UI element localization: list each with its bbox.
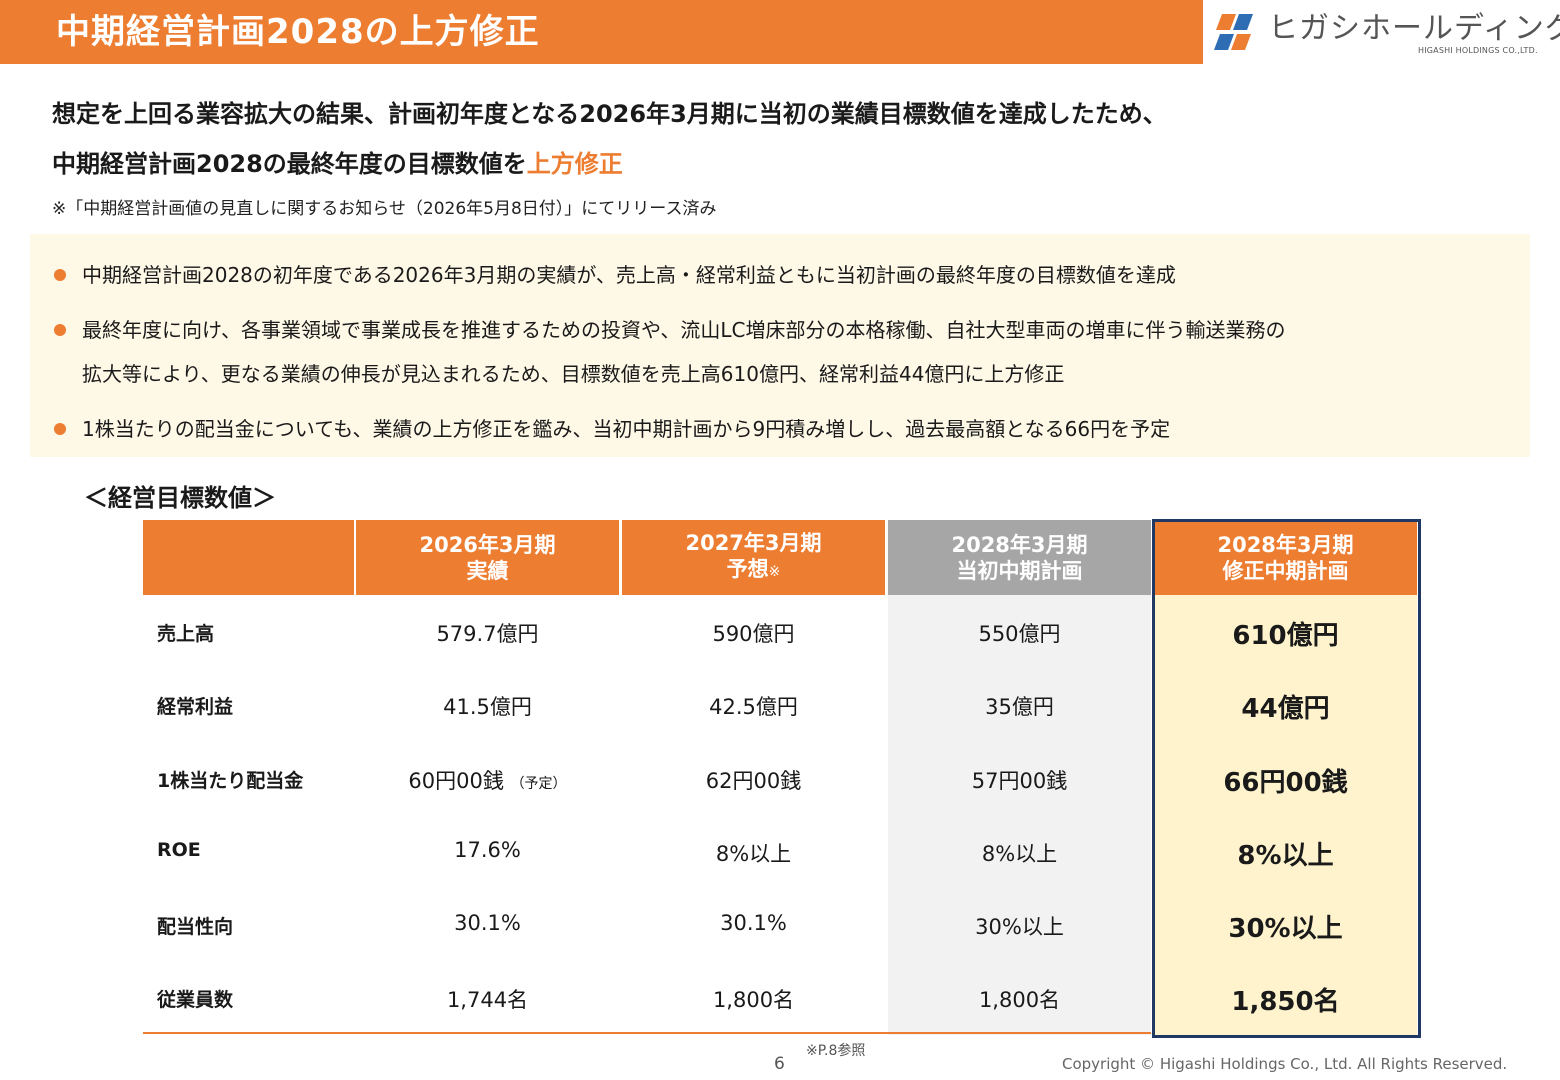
header-col-2: 2027年3月期 予想※ <box>622 520 885 595</box>
cell-value: 41.5億円 <box>443 695 532 719</box>
headline-accent: 上方修正 <box>526 150 623 178</box>
header-col-2-line2: 予想 <box>726 557 769 581</box>
cell-value: 550億円 <box>978 622 1061 646</box>
header-col-1-line1: 2026年3月期 <box>419 532 556 557</box>
cell-value-revised: 66円00銭 <box>1223 768 1348 798</box>
header-col-1-line2: 実績 <box>466 558 509 583</box>
cell-value: 590億円 <box>712 622 795 646</box>
row-label: 従業員数 <box>157 989 234 1011</box>
title-bar: 中期経営計画2028の上方修正 <box>0 0 1203 64</box>
cell-value: 57円00銭 <box>971 769 1068 793</box>
table-footnote: ※P.8参照 <box>806 1043 866 1059</box>
bullet-dot-icon <box>54 324 66 336</box>
cell-value: 1,800名 <box>978 988 1061 1012</box>
logo-subtitle: HIGASHI HOLDINGS CO.,LTD. <box>1418 46 1538 55</box>
header-col-4-line1: 2028年3月期 <box>1217 532 1354 557</box>
bullet-text: 中期経営計画2028の初年度である2026年3月期の実績が、売上高・経常利益とも… <box>82 263 1176 287</box>
cell-value: 1,744名 <box>446 988 529 1012</box>
cell-value-revised: 610億円 <box>1232 621 1339 651</box>
header-col-4: 2028年3月期 修正中期計画 <box>1154 520 1417 595</box>
headline-line-2: 中期経営計画2028の最終年度の目標数値を上方修正 <box>52 144 623 179</box>
table-bottom-rule <box>143 1032 1151 1034</box>
logo-mark-icon <box>1214 14 1253 50</box>
cell-value: 1,800名 <box>712 988 795 1012</box>
cell-value: 35億円 <box>985 695 1054 719</box>
cell-value: 42.5億円 <box>709 695 798 719</box>
headline-line-2-prefix: 中期経営計画2028の最終年度の目標数値を <box>52 150 527 178</box>
cell-value: 60円00銭 （予定） <box>356 765 619 795</box>
row-label: ROE <box>157 839 201 861</box>
cell-value: 8%以上 <box>715 842 792 866</box>
release-note: ※「中期経営計画値の見直しに関するお知らせ（2026年5月8日付）」にてリリース… <box>52 199 717 219</box>
targets-table: 2026年3月期 実績 2027年3月期 予想※ 2028年3月期 当初中期計画… <box>143 519 1421 1038</box>
bullet-text: 最終年度に向け、各事業領域で事業成長を推進するための投資や、流山LC増床部分の本… <box>82 318 1286 342</box>
copyright: Copyright © Higashi Holdings Co., Ltd. A… <box>1062 1055 1508 1073</box>
cell-value: 30.1% <box>454 911 521 935</box>
slide-title: 中期経営計画2028の上方修正 <box>56 12 540 52</box>
header-col-2-line1: 2027年3月期 <box>685 531 822 555</box>
row-label: 配当性向 <box>157 916 234 938</box>
bullet-text: 1株当たりの配当金についても、業績の上方修正を鑑み、当初中期計画から9円積み増し… <box>82 417 1171 441</box>
cell-value: 8%以上 <box>981 842 1058 866</box>
cell-value-revised: 30%以上 <box>1228 914 1343 944</box>
header-col-3-line1: 2028年3月期 <box>951 532 1088 557</box>
cell-value-main: 60円00銭 <box>408 769 504 793</box>
header-col-4-line2: 修正中期計画 <box>1222 558 1349 583</box>
column-fill-original-plan <box>888 595 1151 1035</box>
logo-name: ヒガシホールディングス <box>1268 11 1560 46</box>
bullet-dot-icon <box>54 423 66 435</box>
cell-value-revised: 8%以上 <box>1237 841 1334 871</box>
headline-line-1: 想定を上回る業容拡大の結果、計画初年度となる2026年3月期に当初の業績目標数値… <box>52 100 1167 128</box>
row-label: 売上高 <box>157 623 215 645</box>
row-label: 1株当たり配当金 <box>157 770 304 792</box>
header-col-3: 2028年3月期 当初中期計画 <box>888 520 1151 595</box>
cell-value: 17.6% <box>454 838 521 862</box>
bullet-text-continued: 拡大等により、更なる業績の伸長が見込まれるため、目標数値を売上高610億円、経常… <box>82 362 1065 386</box>
header-label-cell <box>143 520 354 595</box>
bullet-dot-icon <box>54 269 66 281</box>
column-fill-revised-plan <box>1154 595 1417 1035</box>
cell-value-note: （予定） <box>510 776 567 792</box>
page-number: 6 <box>774 1054 785 1074</box>
section-title: ＜経営目標数値＞ <box>84 484 276 512</box>
cell-value-revised: 44億円 <box>1241 694 1330 724</box>
cell-value: 30.1% <box>720 911 787 935</box>
bullet-box: 中期経営計画2028の初年度である2026年3月期の実績が、売上高・経常利益とも… <box>30 234 1530 457</box>
header-col-2-mark: ※ <box>768 564 781 580</box>
cell-value-revised: 1,850名 <box>1231 987 1340 1017</box>
cell-value: 62円00銭 <box>705 769 802 793</box>
cell-value: 30%以上 <box>975 915 1064 939</box>
row-label: 経常利益 <box>157 696 234 718</box>
company-logo: ヒガシホールディングス HIGASHI HOLDINGS CO.,LTD. <box>1212 8 1560 56</box>
header-col-1: 2026年3月期 実績 <box>356 520 619 595</box>
cell-value: 579.7億円 <box>436 622 539 646</box>
header-col-3-line2: 当初中期計画 <box>956 558 1083 583</box>
